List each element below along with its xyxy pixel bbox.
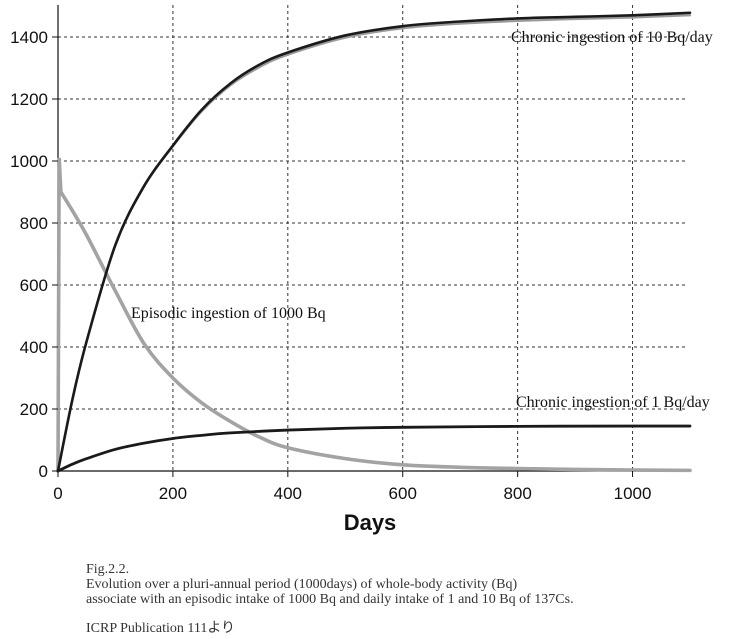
annotation-episodic-1000: Episodic ingestion of 1000 Bq [131,305,326,322]
figure-caption: Fig.2.2. Evolution over a pluri-annual p… [86,562,574,636]
activity-chart: 0 200 400 600 800 1000 0 200 400 600 800 1000 1200 14… [10,5,713,535]
series-line-episodic-1000 [56,157,692,473]
y-tick-label-800: 800 [20,214,48,233]
caption-source: ICRP Publication 111より [86,621,236,636]
y-tick-label-1400: 1400 [10,28,48,47]
y-tick-label-600: 600 [20,276,48,295]
caption-line-2: associate with an episodic intake of 100… [86,592,574,607]
y-tick-label-1200: 1200 [10,90,48,109]
x-tick-label-600: 600 [389,484,417,503]
x-tick-label-200: 200 [159,484,187,503]
y-tick-label-0: 0 [39,462,48,481]
y-tick-label-200: 200 [20,400,48,419]
annotation-chronic-1: Chronic ingestion of 1 Bq/day [516,394,710,411]
x-tick-label-800: 800 [503,484,531,503]
series-line-chronic-10 [56,11,692,473]
caption-fig-number: Fig.2.2. [86,562,130,577]
caption-line-1: Evolution over a pluri-annual period (10… [86,577,518,592]
x-axis-label: Days [344,510,397,535]
series-lines [56,11,692,473]
y-tick-label-1000: 1000 [10,152,48,171]
tick-labels: 0 200 400 600 800 1000 0 200 400 600 800 1000 1200 14… [10,28,651,503]
grid-lines [58,5,688,471]
annotation-chronic-10: Chronic ingestion of 10 Bq/day [511,29,713,46]
series-line-chronic-1 [56,424,692,473]
x-tick-label-400: 400 [274,484,302,503]
x-tick-label-1000: 1000 [614,484,652,503]
x-tick-label-0: 0 [53,484,62,503]
y-tick-label-400: 400 [20,338,48,357]
